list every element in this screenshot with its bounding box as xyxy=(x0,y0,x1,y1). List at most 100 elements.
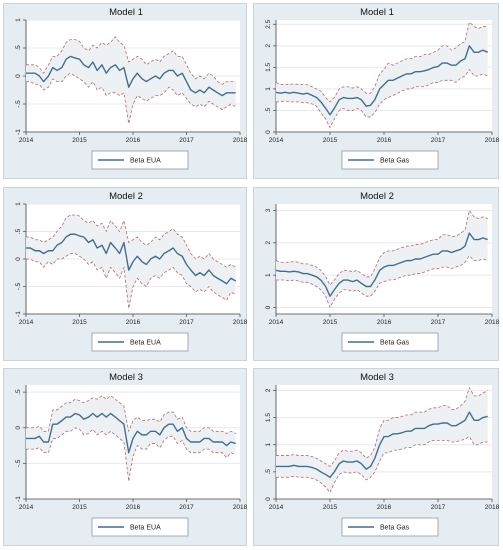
chart-svg: Model 3 -1 -.5 0 .5 2014 2015 2016 2017 2018 Beta … xyxy=(15,372,248,537)
x-tick-label: 2014 xyxy=(19,504,34,511)
chart-panel: Model 3 0 .5 1 1.5 2 2014 2015 2016 2017 2018 Beta … xyxy=(253,368,500,546)
x-tick-label: 2017 xyxy=(431,319,446,326)
x-tick-label: 2014 xyxy=(269,137,284,144)
y-tick-label: 0 xyxy=(15,257,22,261)
chart-title: Model 3 xyxy=(109,372,143,383)
beta-line xyxy=(26,412,236,454)
x-tick-label: 2015 xyxy=(72,319,87,326)
y-tick-label: -1 xyxy=(15,129,22,135)
upper-bound-line xyxy=(26,36,236,85)
y-tick-label: 2 xyxy=(265,44,272,48)
y-tick-label: 2 xyxy=(265,241,272,245)
y-tick-label: 1 xyxy=(265,87,272,91)
y-tick-label: -.5 xyxy=(15,459,22,467)
confidence-band xyxy=(26,215,236,309)
y-tick-label: 1 xyxy=(15,202,22,206)
lower-bound-line xyxy=(26,427,236,482)
y-tick-label: 1.5 xyxy=(265,413,272,422)
beta-line xyxy=(275,232,488,297)
x-tick-label: 2018 xyxy=(485,504,500,511)
beta-line xyxy=(26,55,236,97)
x-tick-label: 2016 xyxy=(126,137,141,144)
x-tick-label: 2018 xyxy=(233,137,248,144)
upper-bound-line xyxy=(26,395,236,434)
lower-bound-line xyxy=(26,72,236,124)
legend-label: Beta Gas xyxy=(380,525,410,532)
y-tick-label: 2 xyxy=(265,388,272,392)
legend-box xyxy=(91,517,189,537)
upper-bound-line xyxy=(275,21,488,103)
y-tick-label: 1.5 xyxy=(265,62,272,71)
lower-bound-line xyxy=(276,436,488,493)
x-tick-label: 2015 xyxy=(323,319,338,326)
y-tick-label: -.5 xyxy=(15,100,22,108)
legend-box xyxy=(341,517,439,537)
upper-bound-line xyxy=(275,210,488,286)
legend-box xyxy=(91,332,189,352)
lower-bound-line xyxy=(26,253,236,309)
chart-svg: Model 2 -1 -.5 0 .5 1 2014 2015 2016 2017 2018 Beta… xyxy=(15,191,248,352)
x-tick-label: 2014 xyxy=(269,319,284,326)
legend-label: Beta Gas xyxy=(380,340,410,347)
legend-box xyxy=(91,150,189,170)
lower-bound-line xyxy=(276,69,488,129)
chart-title: Model 1 xyxy=(360,7,394,18)
chart-panel: Model 2 0 1 2 3 2014 2015 2016 2017 2018 Beta Gas xyxy=(253,187,500,361)
x-tick-label: 2014 xyxy=(19,319,34,326)
x-tick-label: 2016 xyxy=(126,319,141,326)
y-tick-label: 0 xyxy=(265,305,272,309)
chart-title: Model 1 xyxy=(109,7,143,18)
x-tick-label: 2015 xyxy=(323,137,338,144)
x-tick-label: 2018 xyxy=(485,319,500,326)
x-tick-label: 2018 xyxy=(485,137,500,144)
legend-label: Beta EUA xyxy=(130,525,161,532)
confidence-band xyxy=(26,395,236,482)
y-tick-label: -1 xyxy=(15,496,22,502)
x-tick-label: 2018 xyxy=(233,319,248,326)
chart-panel: Model 2 -1 -.5 0 .5 1 2014 2015 2016 2017 2018 Beta… xyxy=(3,187,248,361)
legend-box xyxy=(341,150,439,170)
chart-svg: Model 2 0 1 2 3 2014 2015 2016 2017 2018 Beta Gas xyxy=(265,191,500,352)
y-tick-label: 0 xyxy=(265,130,272,134)
legend-label: Beta Gas xyxy=(380,158,410,165)
chart-svg: Model 1 0 .5 1 1.5 2 2.5 2014 2015 2016 2017 2018 Be… xyxy=(265,7,500,170)
chart-title: Model 2 xyxy=(109,191,143,202)
chart-svg: Model 3 0 .5 1 1.5 2 2014 2015 2016 2017 2018 Beta … xyxy=(265,372,500,537)
x-tick-label: 2014 xyxy=(269,504,284,511)
beta-line xyxy=(275,45,488,116)
y-tick-label: 0 xyxy=(265,497,272,501)
confidence-band xyxy=(276,22,488,128)
legend-box xyxy=(341,332,439,352)
y-tick-label: -.5 xyxy=(15,282,22,290)
legend-label: Beta EUA xyxy=(130,340,161,347)
y-tick-label: 0 xyxy=(15,426,22,430)
chart-panel: Model 1 0 .5 1 1.5 2 2.5 2014 2015 2016 2017 2018 Be… xyxy=(253,3,500,179)
x-tick-label: 2017 xyxy=(179,319,194,326)
y-tick-label: .5 xyxy=(15,45,22,51)
x-tick-label: 2015 xyxy=(323,504,338,511)
y-tick-label: 1 xyxy=(265,443,272,447)
x-tick-label: 2018 xyxy=(233,504,248,511)
chart-panel: Model 3 -1 -.5 0 .5 2014 2015 2016 2017 2018 Beta … xyxy=(3,368,248,546)
y-tick-label: .5 xyxy=(15,228,22,234)
y-tick-label: 2.5 xyxy=(265,19,272,28)
x-tick-label: 2016 xyxy=(377,137,392,144)
y-tick-label: 3 xyxy=(265,208,272,212)
x-tick-label: 2017 xyxy=(431,137,446,144)
chart-svg: Model 1 -1 -.5 0 .5 1 2014 2015 2016 2017 2018 Beta… xyxy=(15,7,248,170)
x-tick-label: 2017 xyxy=(179,504,194,511)
upper-bound-line xyxy=(276,387,488,467)
chart-title: Model 2 xyxy=(360,191,394,202)
y-tick-label: 1 xyxy=(15,18,22,22)
x-tick-label: 2015 xyxy=(72,137,87,144)
lower-bound-line xyxy=(276,255,488,308)
beta-line xyxy=(26,233,237,285)
chart-title: Model 3 xyxy=(360,372,394,383)
x-tick-label: 2016 xyxy=(126,504,141,511)
x-tick-label: 2017 xyxy=(179,137,194,144)
y-tick-label: .5 xyxy=(265,107,272,113)
x-tick-label: 2014 xyxy=(19,137,34,144)
legend-label: Beta EUA xyxy=(130,158,161,165)
chart-panel: Model 1 -1 -.5 0 .5 1 2014 2015 2016 2017 2018 Beta… xyxy=(3,3,248,179)
